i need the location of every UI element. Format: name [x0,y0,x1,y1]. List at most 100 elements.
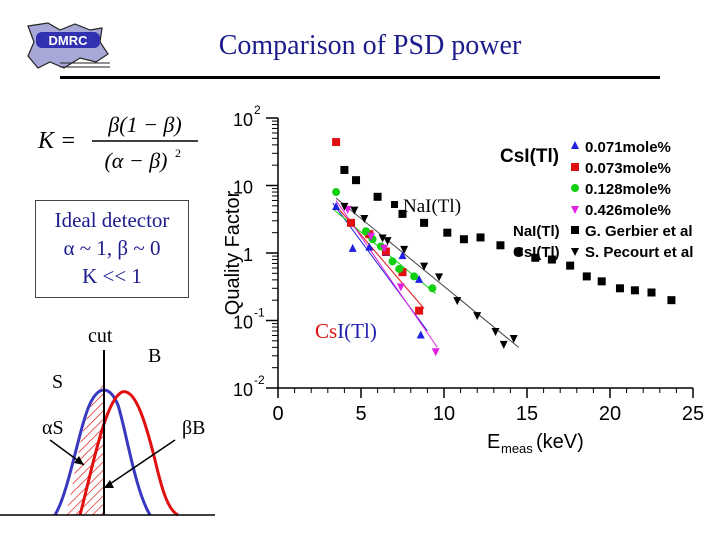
legend-label: 0.128mole% [585,181,671,198]
title-divider [60,76,660,79]
ideal-line-1: Ideal detector [54,208,170,232]
legend-label: 0.426mole% [585,202,671,219]
beta-b-arrow [103,439,176,489]
data-point [360,215,369,224]
data-point [415,274,424,283]
y-tick-label: 1 [243,245,253,265]
data-point [383,237,392,246]
data-point [340,165,349,174]
ideal-detector-box: Ideal detector α ~ 1, β ~ 0 K << 1 [35,200,189,298]
nai-annotation: NaI(Tl) [403,196,461,217]
data-point [476,233,485,242]
data-point [332,138,341,147]
formula-denominator: (α − β) [104,148,167,173]
cut-label: cut [88,325,113,347]
data-point [597,277,606,286]
legend-marker [571,141,579,149]
data-point [348,243,357,252]
data-point [499,340,508,349]
ideal-line-3: K << 1 [82,264,142,288]
alpha-s-hatch [65,384,104,515]
legend-marker [571,248,579,256]
b-label: B [148,345,161,367]
legend-label: G. Gerbier et al [585,223,693,240]
y-tick-label: 10 [233,110,253,130]
data-point [388,257,397,266]
data-point [352,176,361,185]
formula-exponent: 2 [175,146,181,160]
data-point [365,242,374,251]
data-point [443,228,452,237]
data-point [531,253,540,262]
data-point [378,234,387,243]
x-tick-label: 25 [682,403,704,425]
legend-marker [571,184,579,192]
data-point [615,284,624,293]
data-point [381,247,390,256]
formula-numerator: β(1 − β) [107,112,181,137]
data-point [366,232,375,241]
y-axis-label: Quality Factor [222,190,244,315]
legend-group-label: CsI(Tl) [513,244,560,261]
data-point [647,288,656,297]
beta-b-label: βB [182,417,206,439]
data-point [566,261,575,270]
legend-label: 0.071mole% [585,139,671,156]
legend-label: 0.073mole% [585,160,671,177]
data-point [350,206,359,215]
y-tick-label: 10 [233,380,253,400]
alpha-s-label: αS [42,417,64,439]
data-point [416,330,425,339]
data-point [473,312,482,321]
s-label: S [52,371,63,393]
csi-annotation: CsI(Tl) [315,319,377,343]
formula-lhs: K = [37,128,76,154]
data-point [332,188,341,197]
data-point [395,264,404,273]
legend-marker [571,206,579,214]
data-point [428,284,437,293]
dmrc-logo: DMRC [27,22,110,69]
data-point [431,348,440,357]
data-point [380,244,389,253]
data-point [347,218,356,227]
legend-label: S. Pecourt et al [585,244,693,261]
y-tick-label: 10 [233,313,253,333]
legend-header: CsI(Tl) [500,146,559,167]
data-point [373,192,382,201]
data-point [398,268,407,277]
data-point [398,251,407,260]
x-axis-label-unit: (keV) [536,431,584,453]
k-formula: K = β(1 − β) (α − β) 2 [37,112,198,173]
nai-annotation-marker [391,201,398,208]
data-point [400,245,409,254]
x-tick-label: 15 [516,403,538,425]
data-point [332,202,341,211]
x-tick-label: 0 [272,403,283,425]
x-axis-label: E [487,431,500,453]
data-point [398,209,407,218]
data-point [435,273,444,282]
fit-line [335,197,520,348]
data-point [509,335,518,344]
logo-text: DMRC [49,33,89,48]
psd-sketch: cut B S αS βB [0,325,215,517]
data-point [491,327,500,336]
data-point [453,297,462,306]
data-point [415,306,424,315]
data-point [420,218,429,227]
y-tick-exponent: 2 [254,103,261,117]
x-tick-label: 20 [599,403,621,425]
x-tick-label: 5 [355,403,366,425]
y-tick-label: 10 [233,178,253,198]
y-tick-exponent: -1 [254,306,265,320]
data-point [340,202,349,211]
data-point [547,255,556,264]
data-point [496,241,505,250]
legend-group-label: NaI(Tl) [513,223,560,240]
data-point [396,283,405,292]
data-point [459,235,468,244]
data-point [420,262,429,271]
data-point [667,296,676,305]
